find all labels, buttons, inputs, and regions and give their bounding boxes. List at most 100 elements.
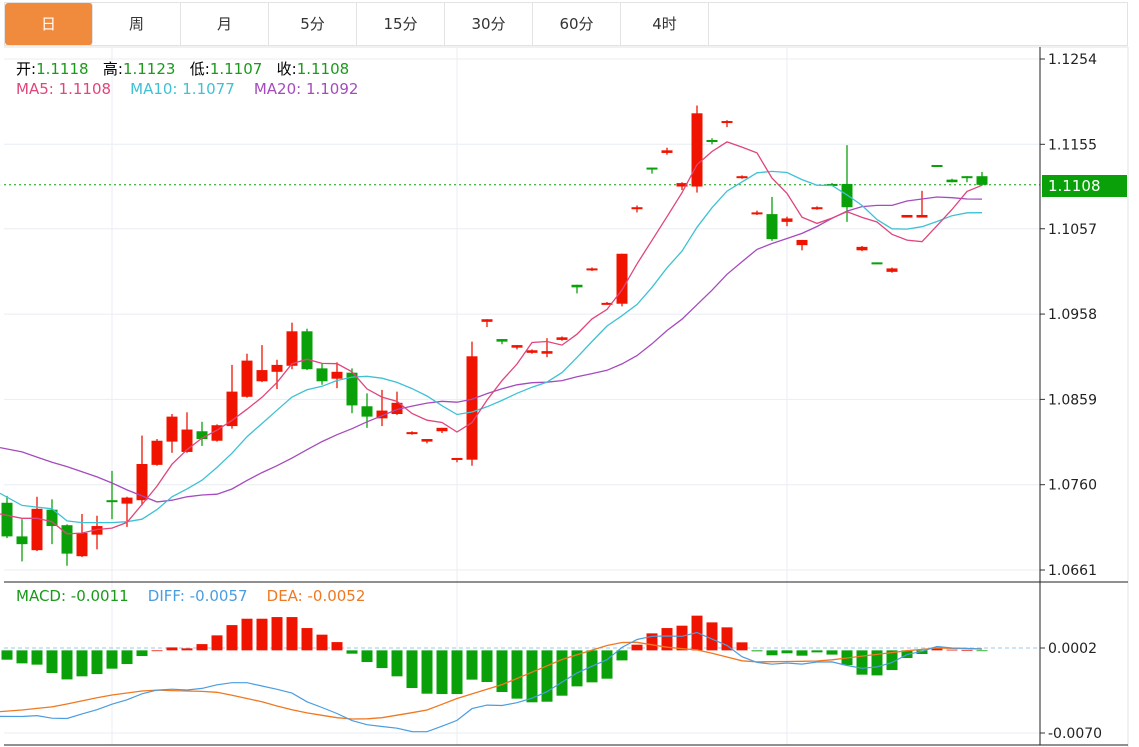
candle-body — [901, 214, 913, 218]
macd-bar — [241, 618, 253, 651]
candle-body — [961, 176, 973, 179]
candle-body — [451, 457, 463, 460]
macd-bar — [781, 650, 793, 654]
close-label: 收: — [276, 60, 297, 78]
candle-body — [136, 464, 148, 501]
tab-week[interactable]: 周 — [93, 3, 181, 45]
current-price-tag: 1.1108 — [1042, 175, 1127, 197]
macd-bar — [196, 644, 208, 651]
open-label: 开: — [16, 60, 37, 78]
macd-value: MACD: -0.0011 — [16, 587, 129, 605]
macd-bar — [16, 650, 28, 664]
macd-bar — [451, 650, 463, 695]
tab-60min[interactable]: 60分 — [533, 3, 621, 45]
candle-body — [331, 371, 343, 379]
macd-legend: MACD: -0.0011 DIFF: -0.0057 DEA: -0.0052 — [16, 587, 365, 605]
dea-value: DEA: -0.0052 — [266, 587, 366, 605]
macd-bar — [106, 650, 118, 669]
candle-body — [646, 167, 658, 170]
macd-bar — [571, 650, 583, 687]
macd-bar — [151, 650, 163, 652]
candle-body — [676, 183, 688, 187]
grid — [4, 46, 1129, 747]
macd-bar — [391, 650, 403, 677]
ma-legend: MA5: 1.1108 MA10: 1.1077 MA20: 1.1092 — [16, 80, 358, 98]
tab-30min[interactable]: 30分 — [445, 3, 533, 45]
ma10-value: MA10: 1.1077 — [130, 80, 235, 98]
close-value: 1.1108 — [296, 60, 350, 78]
candle-body — [526, 350, 538, 353]
candle-body — [466, 356, 478, 460]
candle-body — [181, 429, 193, 452]
candle-body — [871, 262, 883, 265]
candle-body — [511, 345, 523, 348]
macd-bar — [301, 628, 313, 651]
price-axis: 1.1254 1.1155 1.1057 1.0958 1.0859 1.0760 1.06… — [1039, 47, 1102, 745]
candle-body — [376, 410, 388, 419]
macd-bar — [1, 650, 13, 660]
candle-body — [121, 497, 133, 504]
macd-bar — [946, 649, 958, 651]
candle-body — [556, 337, 568, 340]
macd-bar — [31, 650, 43, 665]
candle-body — [706, 140, 718, 143]
indicator-lines — [0, 141, 983, 733]
macd-bar — [526, 650, 538, 703]
candle-body — [196, 431, 208, 440]
candle-body — [811, 207, 823, 210]
candle-body — [61, 525, 73, 554]
macd-bar — [361, 650, 373, 663]
candle-body — [481, 319, 493, 322]
macd-bar — [706, 622, 718, 651]
macd-bar — [346, 650, 358, 654]
macd-tick-label: -0.0070 — [1048, 726, 1102, 742]
macd-bar — [406, 650, 418, 689]
diff-value: DIFF: -0.0057 — [147, 587, 248, 605]
price-tick-label: 1.1155 — [1048, 137, 1097, 153]
tab-5min[interactable]: 5分 — [269, 3, 357, 45]
tab-15min[interactable]: 15分 — [357, 3, 445, 45]
candle-body — [916, 214, 928, 218]
open-value: 1.1118 — [36, 60, 89, 78]
diff-line — [0, 631, 983, 733]
candle-body — [751, 212, 763, 215]
macd-bar — [316, 634, 328, 651]
candle-body — [616, 253, 628, 304]
candle-body — [736, 176, 748, 179]
tab-day[interactable]: 日 — [5, 3, 93, 45]
macd-bar — [796, 650, 808, 656]
low-value: 1.1107 — [209, 60, 263, 78]
macd-bar — [61, 650, 73, 680]
macd-bar — [811, 650, 823, 653]
macd-bar — [466, 650, 478, 680]
tab-4hour[interactable]: 4时 — [621, 3, 709, 45]
candle-body — [601, 302, 613, 305]
candle-body — [256, 370, 268, 382]
macd-bar — [871, 650, 883, 676]
macd-bar — [616, 650, 628, 661]
candle-body — [271, 364, 283, 372]
macd-bar — [421, 650, 433, 694]
macd-bar — [856, 650, 868, 675]
price-tick-label: 1.0661 — [1048, 563, 1097, 579]
macd-bar — [751, 650, 763, 652]
candle-body — [211, 425, 223, 441]
macd-bar — [136, 650, 148, 657]
macd-bar — [826, 650, 838, 655]
macd-bar — [931, 647, 943, 651]
ma20-value: MA20: 1.1092 — [253, 80, 359, 98]
macd-bar — [961, 649, 973, 651]
price-tick-label: 1.0958 — [1048, 307, 1097, 323]
macd-bar — [511, 650, 523, 699]
macd-bar — [496, 650, 508, 693]
ma10-line — [0, 170, 983, 524]
macd-bar — [916, 650, 928, 655]
low-label: 低: — [189, 60, 210, 78]
macd-bar — [481, 650, 493, 682]
candle-body — [496, 339, 508, 342]
high-value: 1.1123 — [122, 60, 176, 78]
candle-body — [586, 268, 598, 271]
macd-bar — [286, 617, 298, 651]
tab-month[interactable]: 月 — [181, 3, 269, 45]
